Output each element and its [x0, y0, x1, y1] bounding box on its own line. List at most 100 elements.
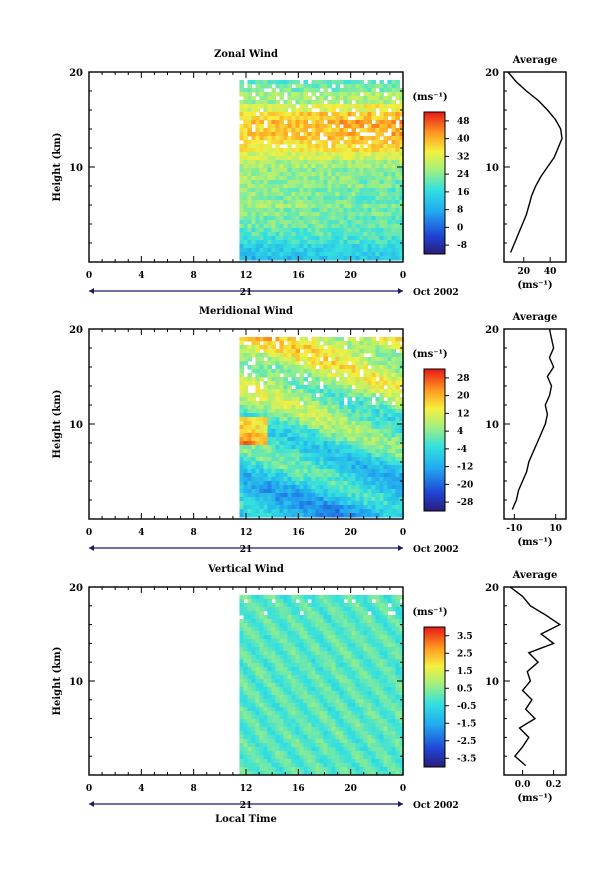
heatmap-cell — [279, 88, 284, 93]
heatmap-cell — [391, 603, 396, 608]
heatmap-cell — [259, 635, 264, 640]
heatmap-cell — [307, 252, 312, 257]
heatmap-cell — [343, 421, 348, 426]
heatmap-cell — [395, 381, 400, 386]
heatmap-cell — [247, 112, 252, 117]
heatmap-cell — [359, 365, 364, 370]
heatmap-cell — [263, 252, 268, 257]
heatmap-cell — [303, 687, 308, 692]
heatmap-cell — [271, 647, 276, 652]
heatmap-cell — [375, 409, 380, 414]
heatmap-cell — [283, 100, 288, 105]
heatmap-cell — [339, 489, 344, 494]
heatmap-cell — [295, 200, 300, 205]
heatmap-cell — [347, 224, 352, 229]
heatmap-cell — [347, 365, 352, 370]
heatmap-cell — [267, 104, 272, 109]
heatmap-cell — [355, 647, 360, 652]
heatmap-cell — [339, 80, 344, 85]
heatmap-cell — [255, 220, 260, 225]
heatmap-cell — [311, 385, 316, 390]
heatmap-cell — [239, 160, 244, 165]
heatmap-cell — [263, 607, 268, 612]
heatmap-cell — [315, 349, 320, 354]
heatmap-cell — [323, 353, 328, 358]
heatmap-cell — [239, 433, 244, 438]
heatmap-cell — [363, 405, 368, 410]
heatmap-cell — [279, 369, 284, 374]
heatmap-cell — [363, 156, 368, 161]
heatmap-cell — [327, 425, 332, 430]
heatmap-cell — [367, 429, 372, 434]
heatmap-cell — [243, 413, 248, 418]
heatmap-cell — [371, 445, 376, 450]
heatmap-cell — [347, 651, 352, 656]
heatmap-cell — [299, 421, 304, 426]
heatmap-cell — [323, 104, 328, 109]
heatmap-cell — [339, 357, 344, 362]
heatmap-cell — [303, 256, 308, 261]
heatmap-cell — [351, 647, 356, 652]
x-tick-label: 16 — [292, 528, 305, 538]
heatmap-cell — [339, 212, 344, 217]
heatmap-cell — [275, 172, 280, 177]
heatmap-cell — [399, 192, 404, 197]
heatmap-cell — [307, 703, 312, 708]
heatmap-cell — [295, 667, 300, 672]
heatmap-cell — [367, 631, 372, 636]
heatmap-cell — [391, 212, 396, 217]
heatmap-cell — [379, 132, 384, 137]
heatmap-cell — [367, 627, 372, 632]
heatmap-cell — [391, 377, 396, 382]
heatmap-cell — [243, 433, 248, 438]
heatmap-cell — [315, 341, 320, 346]
heatmap-cell — [339, 349, 344, 354]
heatmap-cell — [363, 667, 368, 672]
heatmap-cell — [343, 152, 348, 157]
heatmap-cell — [387, 703, 392, 708]
heatmap-cell — [351, 711, 356, 716]
heatmap-cell — [335, 232, 340, 237]
heatmap-cell — [387, 100, 392, 105]
heatmap-cell — [351, 204, 356, 209]
heatmap-cell — [379, 349, 384, 354]
heatmap-cell — [327, 615, 332, 620]
heatmap-cell — [371, 248, 376, 253]
heatmap-cell — [311, 607, 316, 612]
heatmap-cell — [291, 489, 296, 494]
heatmap-cell — [387, 477, 392, 482]
heatmap-cell — [307, 691, 312, 696]
heatmap-cell — [339, 116, 344, 121]
heatmap-cell — [395, 457, 400, 462]
heatmap-cell — [275, 365, 280, 370]
heatmap-cell — [287, 611, 292, 616]
heatmap-cell — [299, 337, 304, 342]
heatmap-cell — [275, 497, 280, 502]
heatmap-cell — [379, 437, 384, 442]
heatmap-cell — [383, 192, 388, 197]
heatmap-cell — [299, 417, 304, 422]
heatmap-cell — [263, 615, 268, 620]
heatmap-cell — [359, 232, 364, 237]
heatmap-cell — [315, 168, 320, 173]
heatmap-cell — [375, 204, 380, 209]
heatmap-cell — [243, 228, 248, 233]
heatmap-cell — [347, 96, 352, 101]
heatmap-cell — [251, 100, 256, 105]
heatmap-cell — [335, 361, 340, 366]
heatmap-cell — [363, 615, 368, 620]
colorbar-tick-label: -4 — [457, 445, 467, 455]
heatmap-cell — [375, 256, 380, 261]
heatmap-cell — [287, 445, 292, 450]
heatmap-cell — [251, 417, 256, 422]
heatmap-cell — [311, 228, 316, 233]
heatmap-cell — [259, 373, 264, 378]
heatmap-cell — [315, 659, 320, 664]
heatmap-cell — [295, 631, 300, 636]
heatmap-cell — [275, 433, 280, 438]
heatmap-cell — [267, 144, 272, 149]
heatmap-cell — [351, 240, 356, 245]
heatmap-cell — [395, 627, 400, 632]
heatmap-cell — [299, 639, 304, 644]
